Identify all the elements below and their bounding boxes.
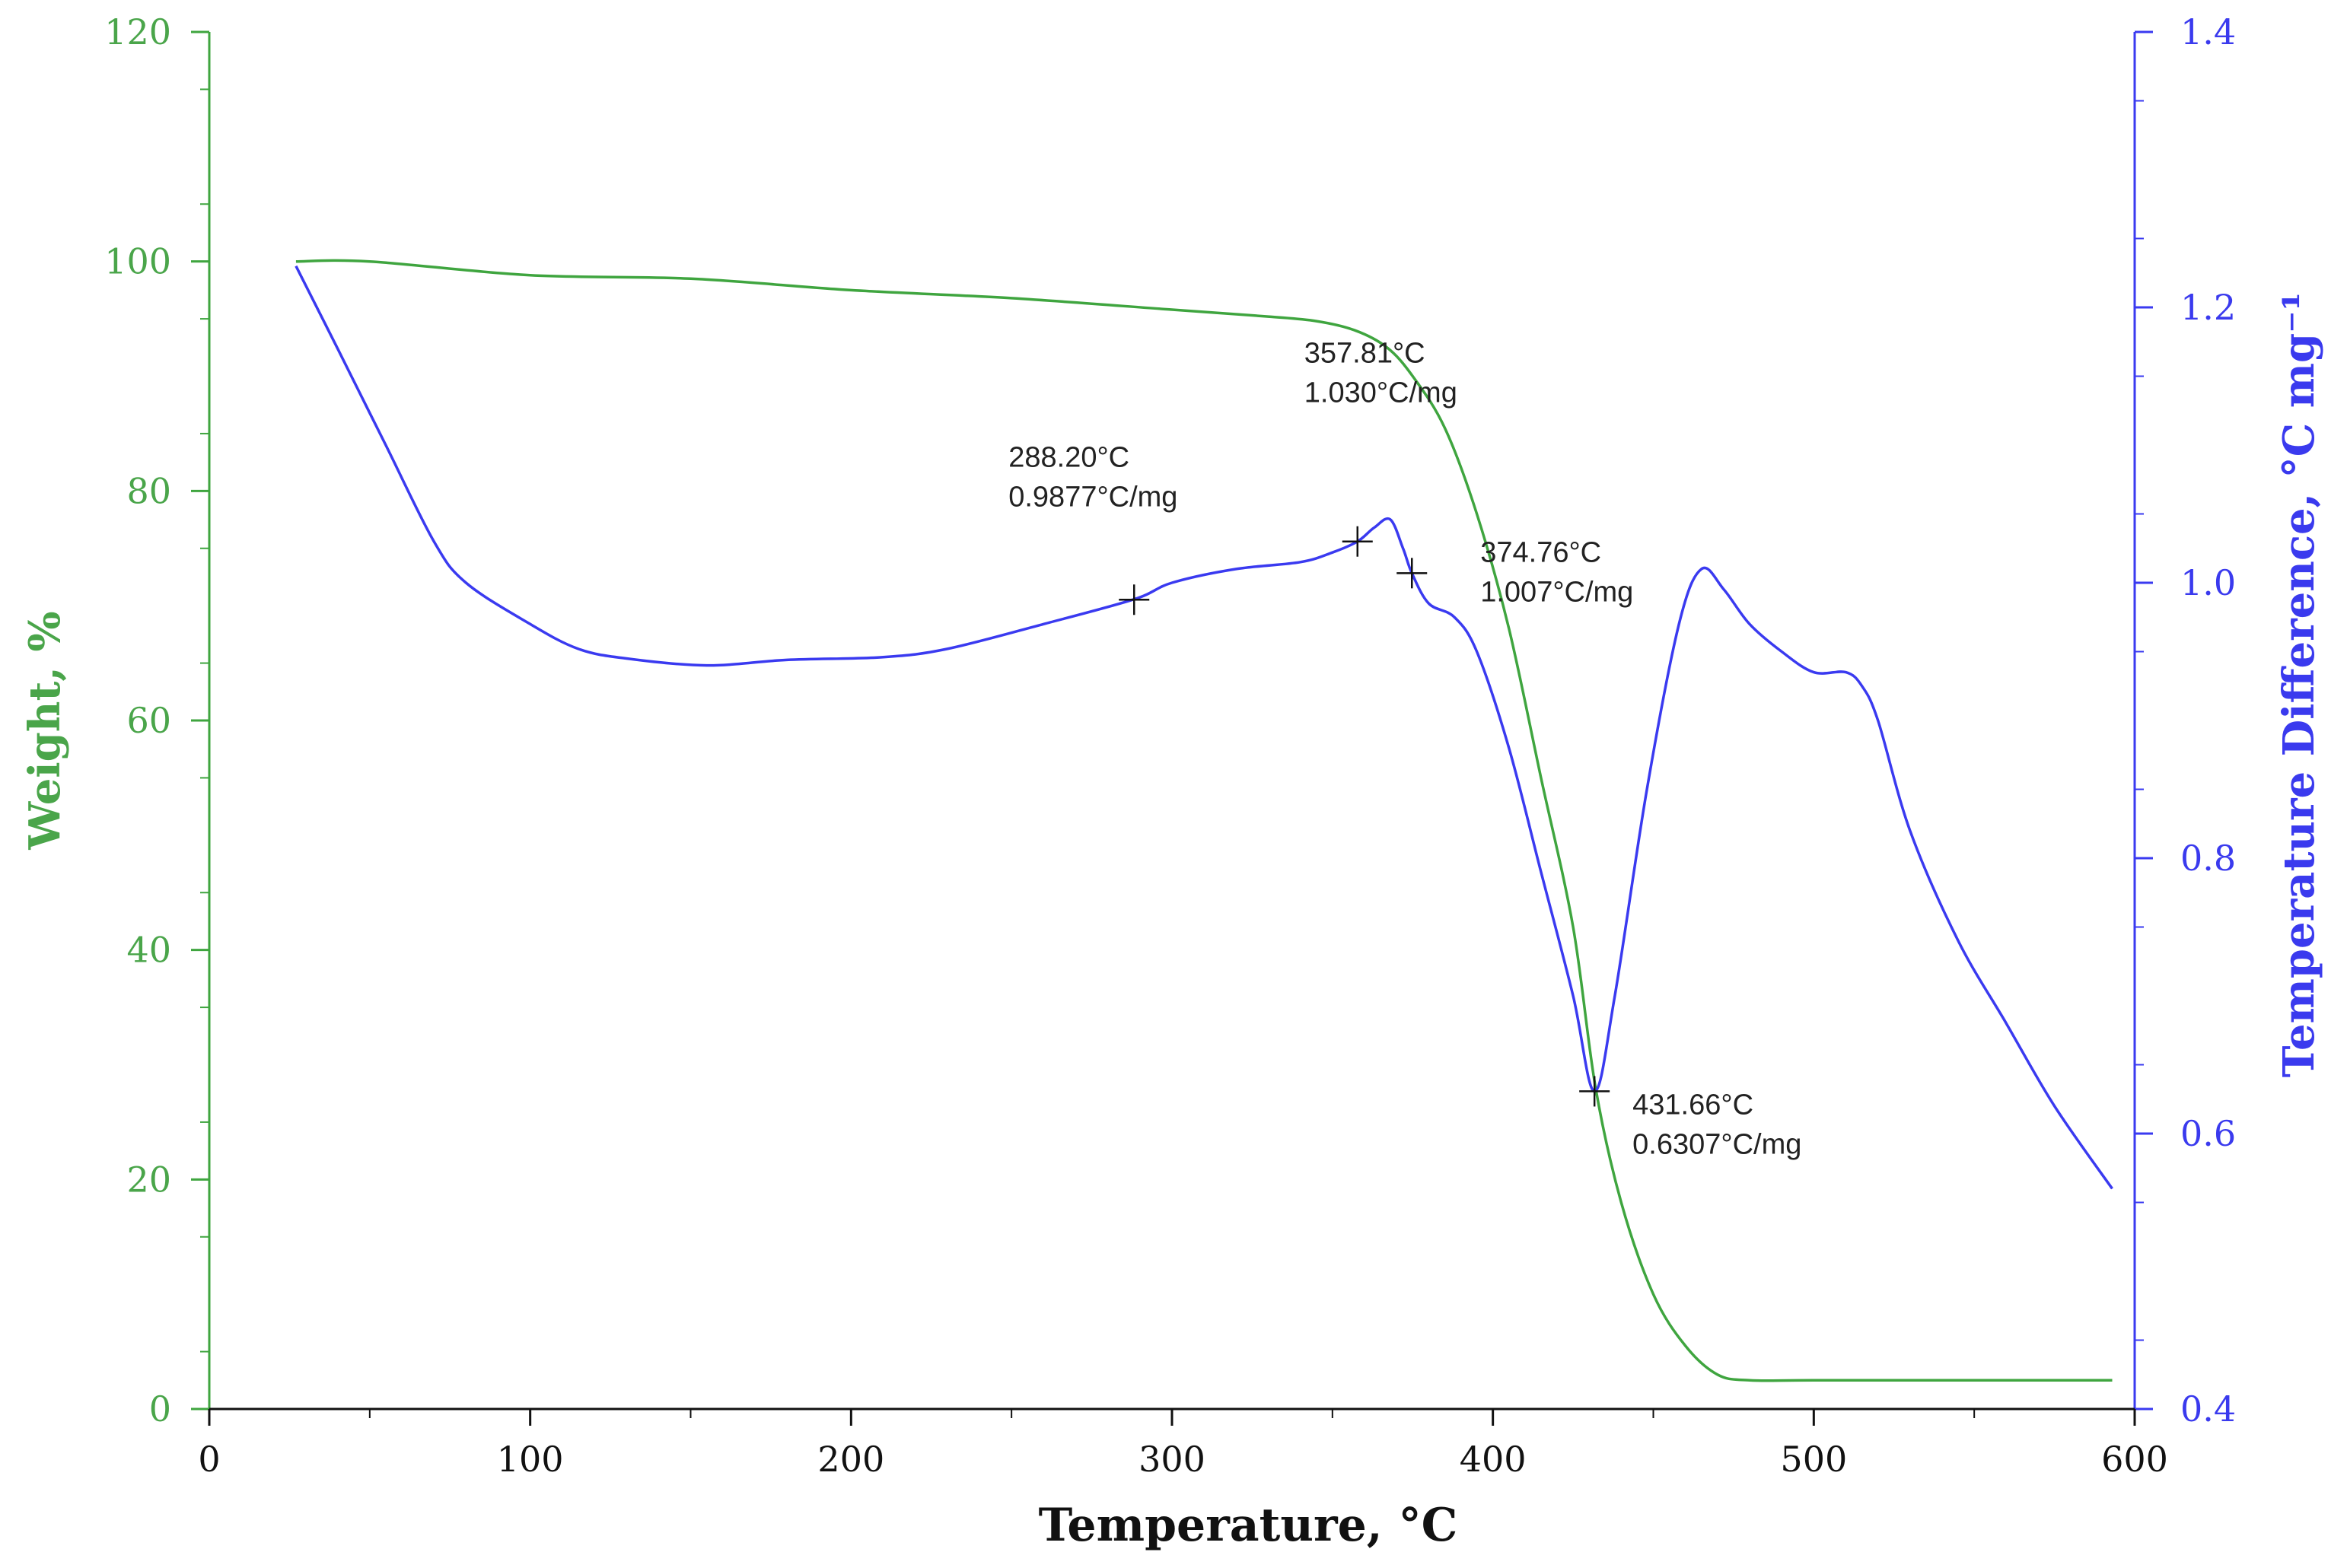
annotation-temperature: 357.81°C — [1304, 338, 1425, 370]
right-tick-label: 1.0 — [2180, 562, 2236, 603]
dta-series-line — [295, 265, 2113, 1190]
annotations: 288.20°C 0.9877°C/mg 357.81°C 1.030°C/mg 374… — [1008, 338, 1801, 1161]
annotation-dta-value: 1.030°C/mg — [1304, 377, 1457, 409]
left-tick-label: 100 — [104, 241, 171, 282]
axes: 0 20 40 60 80 100 120 0.4 0.6 0.8 1.0 1.2 1.4 0 100 200… — [104, 11, 2236, 1480]
left-tick-label: 80 — [126, 470, 171, 511]
annotation-temperature: 374.76°C — [1480, 536, 1601, 568]
annotation-temperature: 288.20°C — [1008, 441, 1129, 473]
x-tick-label: 400 — [1460, 1439, 1527, 1480]
annotation-dta-value: 0.9877°C/mg — [1008, 481, 1177, 513]
right-tick-label: 0.6 — [2180, 1113, 2236, 1154]
x-axis-label: Temperature, °C — [1039, 1499, 1458, 1552]
left-tick-label: 20 — [126, 1159, 171, 1200]
annotation-temperature: 431.66°C — [1632, 1089, 1753, 1121]
right-tick-label: 1.2 — [2180, 287, 2236, 328]
right-y-axis-label: Temperature Difference, °C mg⁻¹ — [2274, 292, 2324, 1077]
x-tick-label: 200 — [817, 1439, 884, 1480]
annotation-dta-value: 1.007°C/mg — [1480, 576, 1633, 608]
right-tick-label: 1.4 — [2180, 11, 2236, 52]
left-tick-label: 60 — [126, 700, 171, 741]
x-tick-label: 500 — [1780, 1439, 1847, 1480]
x-tick-label: 600 — [2101, 1439, 2168, 1480]
left-y-axis-label: Weight, % — [20, 611, 70, 850]
x-tick-label: 0 — [198, 1439, 220, 1480]
right-tick-label: 0.8 — [2180, 838, 2236, 879]
left-tick-label: 0 — [149, 1388, 171, 1430]
annotation-dta-value: 0.6307°C/mg — [1632, 1128, 1801, 1160]
series-layer — [295, 259, 2113, 1382]
x-tick-label: 300 — [1138, 1439, 1205, 1480]
left-tick-label: 120 — [104, 11, 171, 52]
x-tick-label: 100 — [497, 1439, 564, 1480]
weight-series-line — [295, 259, 2113, 1382]
right-tick-label: 0.4 — [2180, 1388, 2236, 1430]
left-tick-label: 40 — [126, 930, 171, 971]
